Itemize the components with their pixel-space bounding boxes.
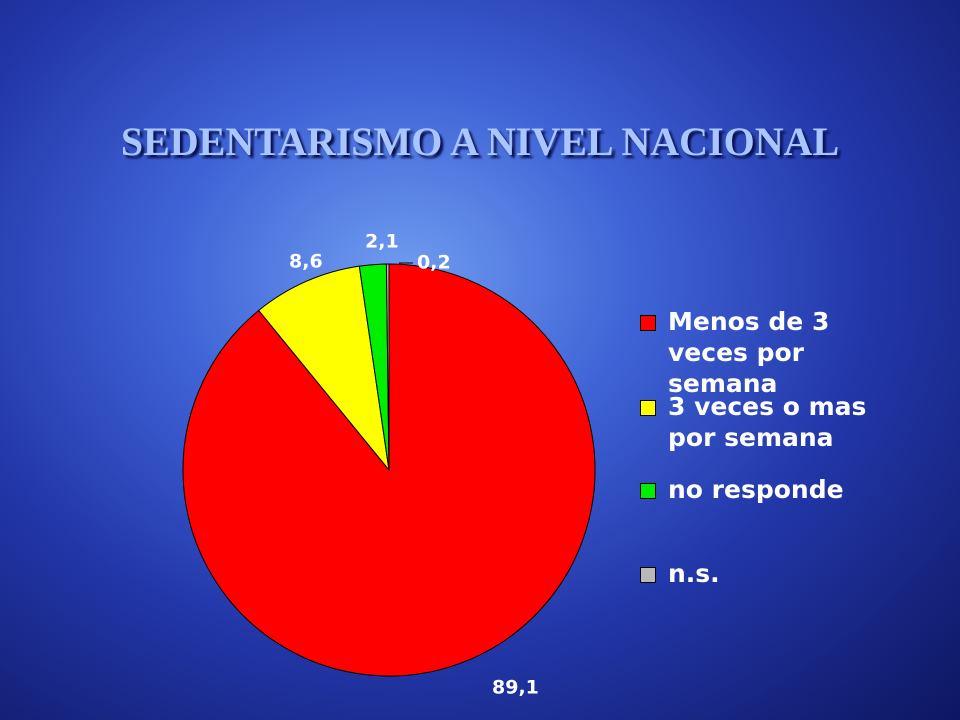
data-label: 89,1 xyxy=(492,677,539,699)
data-label: 8,6 xyxy=(289,251,323,273)
legend-label: 3 veces o mas por semana xyxy=(668,392,867,452)
data-label: 0,2 xyxy=(417,252,451,274)
legend-label: Menos de 3 veces por semana xyxy=(668,307,830,398)
legend-label: no responde xyxy=(668,475,844,504)
pie-slice xyxy=(385,263,390,471)
pie-slice xyxy=(257,265,390,472)
data-label: 2,1 xyxy=(365,231,399,253)
legend-item: 3 veces o mas por semana xyxy=(640,391,873,453)
legend-swatch xyxy=(640,400,656,416)
legend-item: Menos de 3 veces por semana xyxy=(640,306,873,399)
chart-title: SEDENTARISMO A NIVEL NACIONAL xyxy=(120,119,840,164)
legend-swatch xyxy=(640,315,656,331)
legend-item: n.s. xyxy=(640,558,873,589)
legend-swatch xyxy=(640,483,656,499)
legend-swatch xyxy=(640,567,656,583)
legend-item: no responde xyxy=(640,474,873,505)
legend-label: n.s. xyxy=(668,559,720,588)
